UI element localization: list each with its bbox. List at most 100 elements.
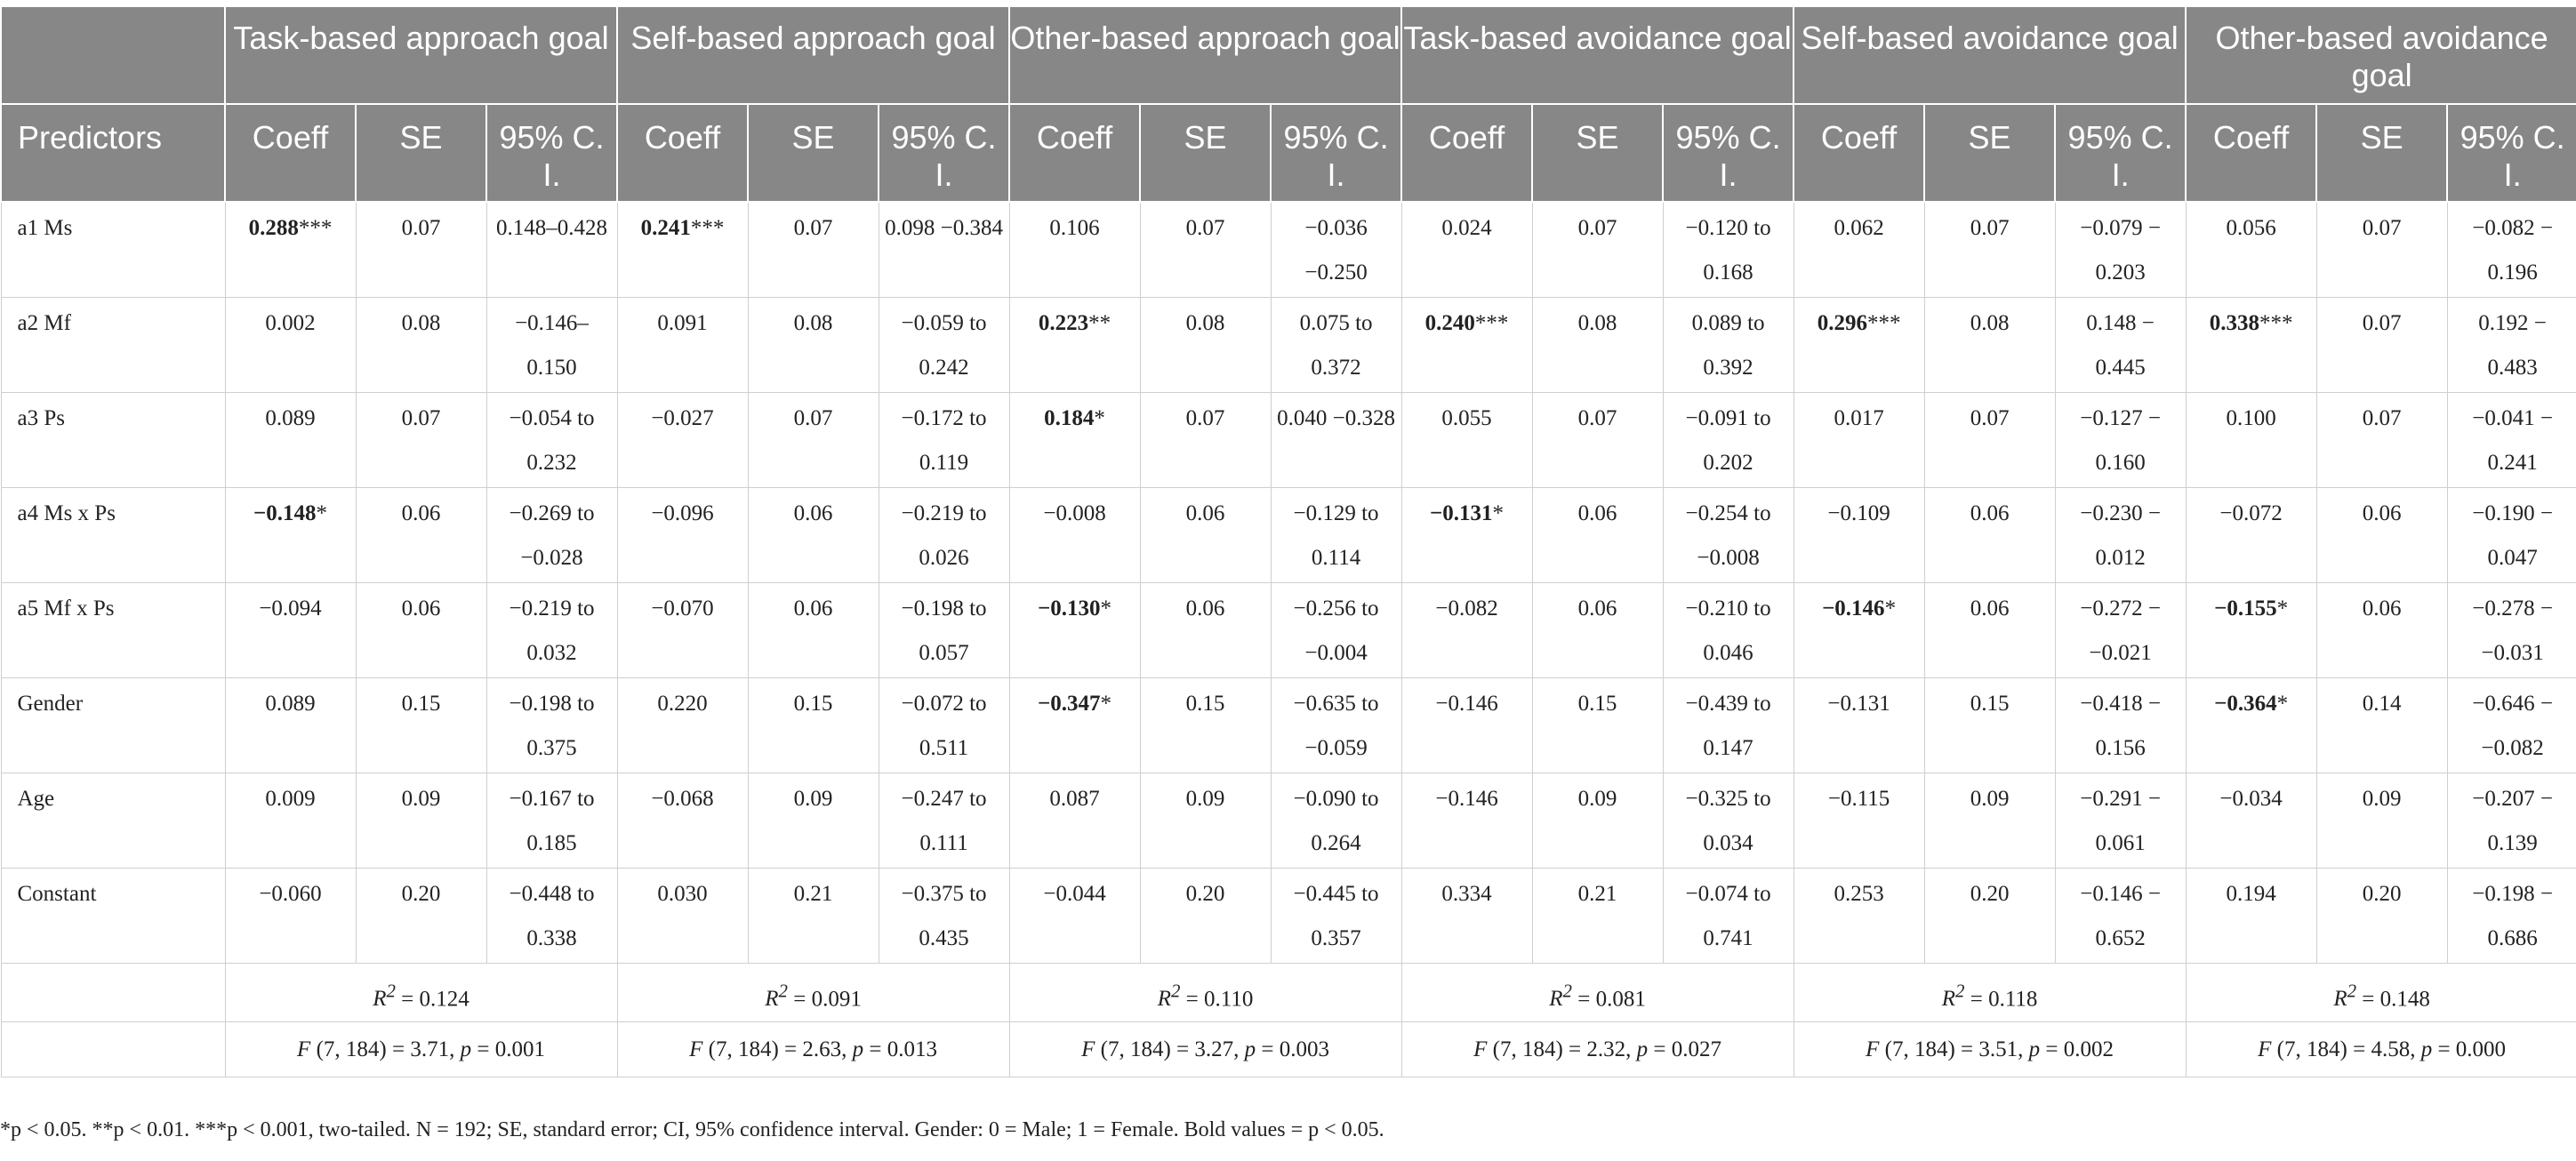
coeff-value: −0.109 (1827, 500, 1890, 525)
r-squared-symbol: R2 (1549, 980, 1572, 1011)
significance-marker: *** (298, 216, 333, 240)
coeff-cell: 0.089 (224, 391, 357, 488)
f-value: 3.51 (1978, 1037, 2018, 1061)
coeff-cell: −0.082 (1400, 581, 1533, 678)
r-squared-cell: R2 = 0.148 (2185, 962, 2576, 1022)
coeff-cell: −0.008 (1008, 486, 1141, 583)
coeff-cell: −0.072 (2185, 486, 2317, 583)
coeff-value: −0.060 (259, 881, 322, 906)
coeff-value: 0.223 (1038, 310, 1089, 335)
coeff-cell: 0.055 (1400, 391, 1533, 488)
coeff-value: 0.091 (657, 310, 708, 335)
se-cell: 0.08 (1531, 296, 1664, 393)
se-cell: 0.07 (747, 391, 879, 488)
ci-cell: −0.127 − 0.160 (2054, 391, 2187, 488)
coeff-cell: −0.146* (1793, 581, 1925, 678)
se-cell: 0.07 (1531, 391, 1664, 488)
coeff-cell: −0.146 (1400, 677, 1533, 773)
coeff-value: −0.115 (1827, 786, 1890, 811)
ci-header: 95% C. I. (2446, 103, 2576, 203)
coeff-header: Coeff (616, 103, 750, 203)
ci-cell: 0.075 to 0.372 (1270, 296, 1402, 393)
coeff-cell: −0.364* (2185, 677, 2317, 773)
coeff-value: 0.100 (2226, 405, 2276, 430)
ci-cell: 0.040 −0.328 (1270, 391, 1402, 488)
ci-cell: −0.041 − 0.241 (2446, 391, 2576, 488)
coeff-cell: −0.131* (1400, 486, 1533, 583)
r-squared-symbol: R2 (1941, 980, 1965, 1011)
coeff-cell: −0.109 (1793, 486, 1925, 583)
se-cell: 0.08 (355, 296, 487, 393)
significance-marker: * (1884, 596, 1897, 621)
f-value: 3.71 (410, 1037, 450, 1061)
se-cell: 0.09 (1923, 772, 2056, 869)
table-header: Task-based approach goal Self-based appr… (0, 5, 2576, 203)
se-cell: 0.07 (1923, 391, 2056, 488)
coeff-cell: −0.068 (616, 772, 749, 869)
p-value: 0.002 (2063, 1037, 2115, 1061)
coeff-header: Coeff (1400, 103, 1534, 203)
se-cell: 0.07 (1139, 201, 1272, 298)
se-cell: 0.07 (747, 201, 879, 298)
se-cell: 0.20 (355, 867, 487, 964)
ci-cell: −0.074 to 0.741 (1662, 867, 1794, 964)
coeff-cell: −0.034 (2185, 772, 2317, 869)
ci-cell: −0.269 to −0.028 (486, 486, 618, 583)
f-statistic-cell: F (7, 184) = 3.51, p = 0.002 (1793, 1021, 2187, 1077)
ci-cell: −0.646 − −0.082 (2446, 677, 2576, 773)
coeff-value: 0.240 (1424, 310, 1475, 335)
se-cell: 0.09 (1139, 772, 1272, 869)
ci-cell: −0.120 to 0.168 (1662, 201, 1794, 298)
significance-marker: * (1094, 405, 1105, 430)
coeff-value: −0.096 (651, 500, 714, 525)
se-cell: 0.14 (2315, 677, 2448, 773)
se-cell: 0.07 (355, 391, 487, 488)
coeff-value: −0.130 (1038, 596, 1101, 621)
coeff-value: 0.056 (2226, 216, 2276, 240)
se-header: SE (1923, 103, 2057, 203)
se-cell: 0.08 (1923, 296, 2056, 393)
r-squared-cell: R2 = 0.124 (224, 962, 618, 1022)
se-cell: 0.06 (747, 486, 879, 583)
coeff-cell: −0.094 (224, 581, 357, 678)
ci-cell: −0.230 − 0.012 (2054, 486, 2187, 583)
se-cell: 0.07 (1923, 201, 2056, 298)
coeff-cell: 0.089 (224, 677, 357, 773)
table-row: Constant −0.060 0.20 −0.448 to 0.338 0.030 0.… (0, 867, 2576, 964)
se-header: SE (355, 103, 487, 203)
ci-cell: −0.418 − 0.156 (2054, 677, 2187, 773)
f-statistic-cell: F (7, 184) = 3.27, p = 0.003 (1008, 1021, 1402, 1077)
coeff-cell: −0.131 (1793, 677, 1925, 773)
r-squared-cell: R2 = 0.110 (1008, 962, 1402, 1022)
coeff-cell: 0.091 (616, 296, 749, 393)
se-cell: 0.06 (1923, 486, 2056, 583)
ci-header: 95% C. I. (2054, 103, 2187, 203)
r-squared-cell: R2 = 0.081 (1400, 962, 1794, 1022)
significance-marker: * (1100, 596, 1112, 621)
coeff-value: 0.296 (1817, 310, 1867, 335)
se-cell: 0.08 (1139, 296, 1272, 393)
regression-table-container: Task-based approach goal Self-based appr… (0, 5, 2576, 1077)
coeff-cell: 0.288*** (224, 201, 357, 298)
significance-marker: ** (1088, 310, 1111, 335)
se-cell: 0.06 (355, 581, 487, 678)
coeff-value: −0.094 (259, 596, 322, 621)
f-statistic-cell: F (7, 184) = 3.71, p = 0.001 (224, 1021, 618, 1077)
coeff-value: −0.347 (1038, 691, 1101, 716)
predictor-label: a3 Ps (0, 391, 226, 488)
table-row: a5 Mf x Ps −0.094 0.06 −0.219 to 0.032 −0.07… (0, 581, 2576, 678)
coeff-value: −0.034 (2219, 786, 2283, 811)
coeff-value: −0.068 (651, 786, 714, 811)
ci-cell: −0.207 − 0.139 (2446, 772, 2576, 869)
coeff-header: Coeff (2185, 103, 2318, 203)
se-header: SE (747, 103, 880, 203)
se-cell: 0.20 (2315, 867, 2448, 964)
coeff-cell: −0.130* (1008, 581, 1141, 678)
ci-cell: −0.210 to 0.046 (1662, 581, 1794, 678)
ci-cell: 0.098 −0.384 (878, 201, 1010, 298)
ci-cell: −0.146 − 0.652 (2054, 867, 2187, 964)
predictor-label: a1 Ms (0, 201, 226, 298)
group-header: Other-based avoidance goal (2185, 5, 2576, 105)
coeff-cell: 0.334 (1400, 867, 1533, 964)
significance-marker: * (316, 500, 328, 525)
